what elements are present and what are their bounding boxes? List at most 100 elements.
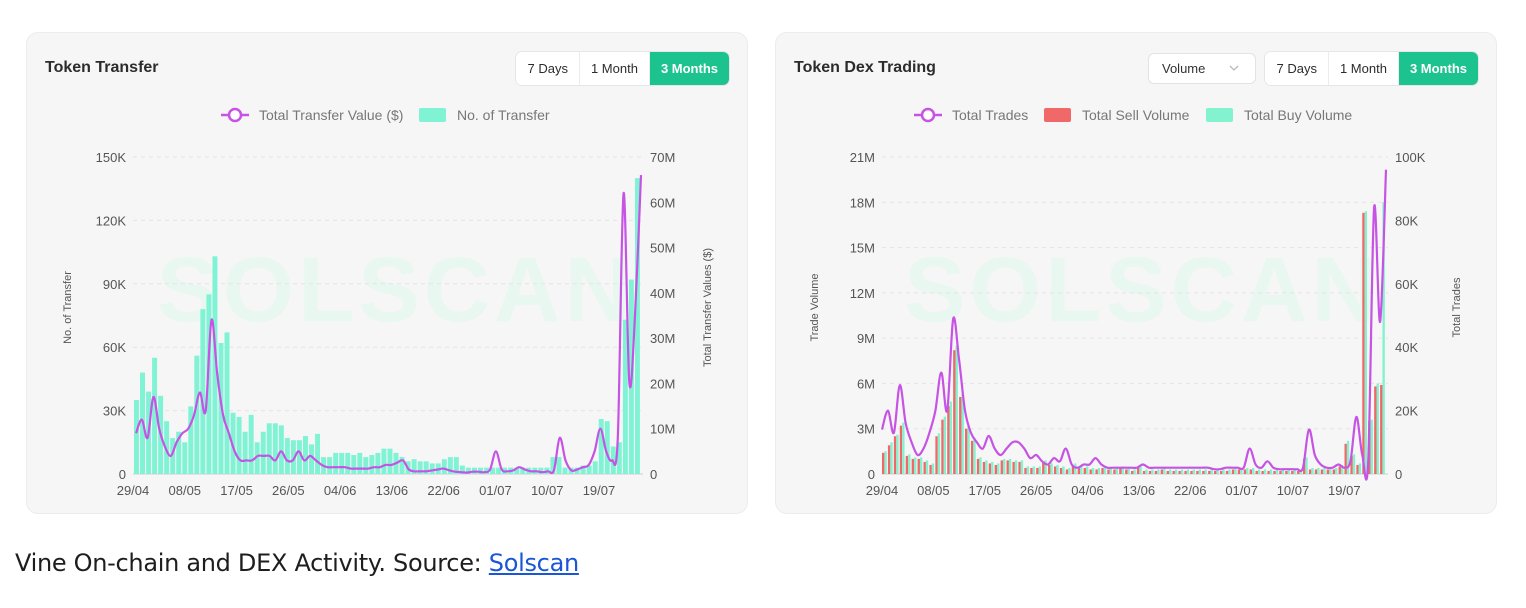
transfer-count-bar (514, 467, 520, 474)
sell-volume-bar (887, 445, 891, 474)
token-dex-trading-chart: SOLSCAN 0 3M 6M 9M 12M 15M 18M 21M 0 20K 40K 60K 80K 1… (809, 107, 1463, 498)
transfer-count-bar (248, 414, 254, 474)
sell-volume-bar (1196, 470, 1199, 474)
sell-volume-bar (1219, 470, 1223, 474)
sell-volume-bar (1083, 467, 1086, 474)
buy-volume-bar (997, 463, 1000, 474)
buy-volume-bar (931, 463, 935, 474)
transfer-count-bar (634, 178, 640, 474)
buy-volume-bar (902, 422, 905, 474)
sell-volume-bar (1000, 460, 1003, 474)
metric-dropdown-value: Volume (1162, 61, 1206, 76)
sell-volume-bar (1024, 467, 1027, 474)
transfer-count-bar (206, 294, 212, 474)
transfer-count-bar (622, 319, 628, 474)
sell-volume-bar (1291, 470, 1294, 474)
buy-volume-bar (1210, 469, 1213, 474)
buy-volume-bar (1062, 466, 1065, 474)
transfer-count-bar (465, 467, 471, 474)
tab-7-days[interactable]: 7 Days (516, 52, 580, 85)
sell-volume-bar (1101, 467, 1104, 474)
metric-dropdown[interactable]: Volume (1148, 53, 1256, 84)
tab-3-months[interactable]: 3 Months (649, 52, 729, 85)
buy-volume-bar (1257, 469, 1261, 474)
sell-volume-bar (1255, 470, 1258, 474)
sell-volume-bar (1190, 470, 1193, 474)
buy-volume-bar (1044, 460, 1047, 474)
x-tick-label: 10/07 (531, 483, 564, 498)
y-right-tick-label: 80K (1395, 213, 1418, 228)
y-left-tick-label: 15M (850, 241, 875, 256)
sell-volume-bar (1178, 470, 1181, 474)
sell-volume-bar (970, 440, 974, 474)
buy-volume-bar (884, 451, 887, 474)
tab-1-month[interactable]: 1 Month (1328, 52, 1399, 85)
buy-volume-bar (1133, 469, 1136, 474)
transfer-count-bar (134, 400, 139, 474)
transfer-count-bar (399, 457, 405, 474)
transfer-count-bar (315, 433, 321, 474)
x-tick-label: 10/07 (1277, 483, 1310, 498)
sell-volume-bar (1344, 443, 1347, 474)
buy-volume-bar (1145, 469, 1148, 474)
token-transfer-chart: SOLSCAN 0 30K 60K 90K 120K 150K 0 10M 20M 30M 40M 50… (62, 107, 714, 498)
y-right-tick-label: 30M (650, 331, 675, 346)
buy-volume-bar (1204, 469, 1207, 474)
sell-volume-bar (976, 458, 980, 474)
tab-7-days[interactable]: 7 Days (1265, 52, 1329, 85)
dex-trading-range-selector: 7 Days 1 Month 3 Months (1264, 51, 1479, 86)
sell-volume-bar (1160, 469, 1164, 474)
sell-volume-bar (923, 461, 926, 474)
buy-volume-bar (1080, 466, 1083, 474)
tab-1-month[interactable]: 1 Month (579, 52, 650, 85)
sell-volume-bar (899, 425, 903, 474)
buy-volume-bar (1293, 469, 1296, 474)
transfer-count-bar (176, 431, 182, 474)
buy-volume-bar (1340, 464, 1344, 474)
sell-volume-bar (1184, 470, 1187, 474)
sell-volume-bar (1036, 467, 1039, 474)
y-left-tick-label: 60K (103, 340, 126, 355)
tab-3-months[interactable]: 3 Months (1398, 52, 1478, 85)
buy-volume-bar (914, 457, 917, 474)
buy-volume-bar (1216, 469, 1219, 474)
buy-volume-bar (1127, 467, 1130, 474)
transfer-count-bar (236, 416, 242, 474)
legend-label: Total Trades (952, 107, 1028, 123)
y-right-tick-label: 60M (650, 195, 675, 210)
sell-volume-bar (1154, 470, 1158, 474)
y-left-tick-label: 9M (857, 331, 875, 346)
sell-volume-bar (911, 458, 915, 474)
y-left-tick-label: 21M (850, 150, 875, 165)
buy-volume-bar (1139, 466, 1142, 474)
sell-volume-bar (1053, 466, 1057, 474)
sell-volume-bar (1071, 464, 1075, 474)
buy-volume-bar (1311, 467, 1314, 474)
sell-volume-bar (1166, 470, 1169, 474)
transfer-count-bar (224, 332, 230, 474)
figure-caption: Vine On-chain and DEX Activity. Source: … (15, 549, 579, 577)
y-right-tick-label: 70M (650, 150, 675, 165)
transfer-count-bar (411, 459, 417, 474)
solscan-link[interactable]: Solscan (488, 549, 579, 577)
x-tick-label: 08/05 (917, 483, 950, 498)
transfer-count-bar (345, 452, 351, 474)
y-right-tick-label: 20K (1395, 404, 1418, 419)
transfer-count-bar (200, 309, 206, 474)
buy-volume-bar (1281, 469, 1285, 474)
legend-swatch (1206, 108, 1233, 122)
transfer-count-bar (429, 463, 435, 474)
sell-volume-bar (1338, 466, 1341, 474)
sell-volume-bar (1214, 470, 1217, 474)
buy-volume-bar (937, 433, 941, 474)
sell-volume-bar (965, 428, 968, 474)
buy-volume-bar (1068, 467, 1071, 474)
buy-volume-bar (1323, 467, 1326, 474)
transfer-count-bar (272, 423, 278, 474)
y-right-tick-label: 40K (1395, 340, 1418, 355)
buy-volume-bar (1157, 469, 1160, 474)
transfer-count-bar (441, 459, 447, 474)
y-right-tick-label: 40M (650, 286, 675, 301)
sell-volume-bar (905, 455, 909, 474)
transfer-count-bar (327, 457, 333, 474)
